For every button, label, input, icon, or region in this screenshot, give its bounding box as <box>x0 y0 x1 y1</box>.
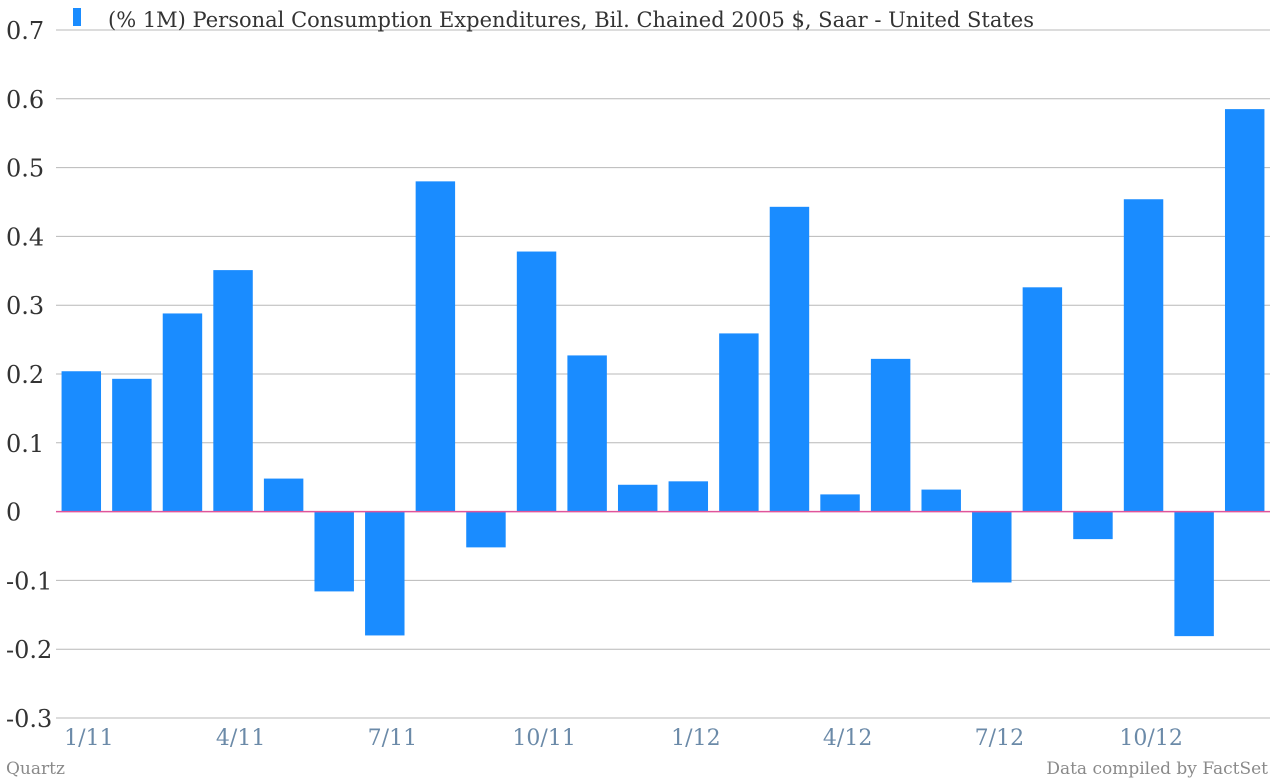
y-tick-label: 0 <box>6 499 21 527</box>
x-axis-ticks: 1/11 4/11 7/11 10/11 1/12 4/12 7/12 10/12 <box>64 726 1183 751</box>
y-tick-label: 0.1 <box>6 430 44 458</box>
bar <box>617 484 658 512</box>
y-tick-label: 0.7 <box>6 17 44 45</box>
x-tick-label: 4/12 <box>823 726 872 751</box>
bars <box>61 109 1265 637</box>
x-tick-label: 10/11 <box>512 726 575 751</box>
bar <box>921 489 961 512</box>
x-tick-label: 1/12 <box>671 726 720 751</box>
x-tick-label: 4/11 <box>216 726 265 751</box>
y-tick-label: 0.2 <box>6 361 44 389</box>
bar <box>466 511 506 548</box>
footer-source-right: Data compiled by FactSet <box>1046 759 1268 779</box>
x-tick-label: 7/11 <box>368 726 417 751</box>
y-tick-label: -0.2 <box>6 636 52 664</box>
x-tick-label: 1/11 <box>64 726 113 751</box>
bar <box>516 251 557 512</box>
x-tick-label: 7/12 <box>975 726 1024 751</box>
y-tick-label: -0.3 <box>6 705 52 733</box>
bar <box>870 358 911 512</box>
y-tick-label: -0.1 <box>6 567 52 595</box>
y-axis-ticks: 0.7 0.6 0.5 0.4 0.3 0.2 0.1 0 -0.1 -0.2 -0.3 <box>6 17 52 733</box>
y-tick-label: 0.3 <box>6 292 44 320</box>
bar <box>567 355 607 512</box>
bar <box>1022 287 1063 512</box>
y-tick-label: 0.6 <box>6 86 44 114</box>
bar <box>314 511 354 592</box>
bar <box>1073 511 1113 540</box>
bar <box>365 511 405 636</box>
bar <box>162 313 203 512</box>
bar <box>213 270 253 512</box>
bar <box>263 478 304 512</box>
legend-label: (% 1M) Personal Consumption Expenditures… <box>108 8 1034 32</box>
bar <box>668 481 709 512</box>
legend-swatch <box>73 8 81 26</box>
bar <box>1123 199 1164 512</box>
x-tick-label: 10/12 <box>1119 726 1182 751</box>
y-tick-label: 0.4 <box>6 223 44 251</box>
bar <box>769 206 810 512</box>
bar <box>61 371 102 512</box>
bar <box>112 378 152 512</box>
bar <box>1174 511 1214 637</box>
bar <box>972 511 1012 583</box>
footer-source-left: Quartz <box>6 759 65 779</box>
legend: (% 1M) Personal Consumption Expenditures… <box>73 8 1034 32</box>
gridlines <box>56 29 1270 719</box>
bar <box>415 181 456 512</box>
y-tick-label: 0.5 <box>6 155 44 183</box>
bar <box>1224 109 1265 512</box>
bar <box>820 494 860 512</box>
bar <box>719 333 759 512</box>
